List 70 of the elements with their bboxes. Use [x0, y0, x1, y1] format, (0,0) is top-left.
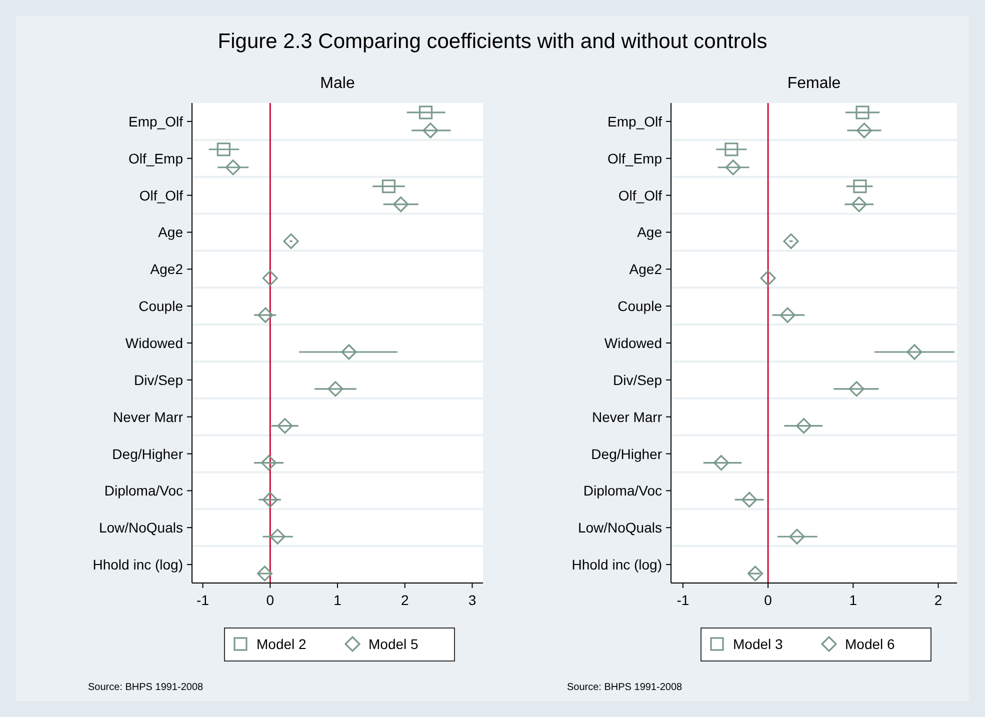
- y-tick-label: Hhold inc (log): [92, 556, 183, 573]
- point: [262, 270, 278, 286]
- y-tick-label: Widowed: [604, 335, 662, 351]
- y-tick-label: Deg/Higher: [112, 446, 184, 462]
- point: [260, 454, 277, 471]
- y-tick-label: Olf_Emp: [608, 150, 662, 166]
- point: [258, 307, 274, 323]
- x-tick-label: 0: [764, 592, 772, 608]
- y-tick-label: Low/NoQuals: [578, 520, 662, 536]
- y-tick-label: Age: [637, 224, 662, 240]
- point: [341, 344, 357, 360]
- legend-label: Model 6: [845, 636, 896, 652]
- x-tick-label: 2: [934, 592, 942, 608]
- y-tick-label: Diploma/Voc: [583, 482, 662, 499]
- y-tick-label: Deg/Higher: [591, 446, 662, 462]
- x-tick-label: 3: [468, 592, 476, 608]
- x-tick-label: -1: [196, 592, 210, 608]
- point: [283, 233, 299, 250]
- source-note: Source: BHPS 1991-2008: [567, 682, 683, 693]
- point: [789, 528, 805, 544]
- point: [256, 566, 273, 582]
- legend-label: Model 2: [256, 636, 307, 652]
- chart-subtitle: Male: [320, 75, 355, 92]
- legend-label: Model 5: [368, 636, 419, 652]
- point: [270, 528, 286, 544]
- point: [760, 270, 776, 286]
- y-tick-label: Emp_Olf: [128, 113, 184, 130]
- x-tick-label: -1: [676, 592, 690, 608]
- chart-title: Female: [787, 75, 841, 92]
- point: [393, 196, 409, 212]
- y-tick-label: Couple: [618, 298, 662, 314]
- y-tick-label: Age2: [150, 261, 184, 278]
- y-tick-label: Couple: [138, 298, 184, 314]
- point: [328, 381, 344, 397]
- x-tick-label: 1: [334, 592, 342, 608]
- y-tick-label: Never Marr: [592, 408, 662, 425]
- y-tick-label: Olf_Emp: [128, 150, 184, 166]
- point: [783, 233, 799, 250]
- point: [747, 566, 764, 582]
- x-tick-label: 2: [400, 592, 409, 608]
- point: [856, 122, 872, 138]
- y-tick-label: Olf_Olf: [618, 187, 662, 204]
- x-tick-label: 1: [849, 592, 858, 608]
- y-tick-label: Diploma/Voc: [104, 482, 183, 499]
- legend-label: Model 3: [733, 636, 784, 652]
- point: [780, 307, 796, 323]
- y-tick-label: Olf_Olf: [139, 187, 184, 204]
- y-tick-label: Emp_Olf: [608, 113, 662, 130]
- source-note: Source: BHPS 1991-2008: [88, 682, 204, 693]
- point: [906, 344, 922, 360]
- point: [422, 122, 438, 138]
- point: [225, 160, 241, 176]
- y-tick-label: Hhold inc (log): [572, 556, 662, 573]
- point: [262, 492, 278, 508]
- y-tick-label: Widowed: [125, 335, 183, 351]
- y-tick-label: Div/Sep: [612, 372, 662, 388]
- y-tick-label: Div/Sep: [134, 372, 184, 388]
- chart-title: Figure 2.3 Comparing coefficients with and without controls: [218, 30, 768, 53]
- point: [713, 454, 730, 471]
- point: [851, 196, 867, 212]
- y-tick-label: Low/NoQuals: [98, 520, 183, 536]
- point: [742, 492, 758, 508]
- point: [277, 418, 293, 434]
- y-tick-label: Age2: [629, 261, 662, 278]
- point: [725, 160, 741, 176]
- x-tick-label: 0: [266, 592, 274, 608]
- y-tick-label: Never Marr: [112, 408, 184, 425]
- y-tick-label: Age: [158, 224, 184, 240]
- point: [848, 381, 864, 397]
- point: [796, 418, 812, 434]
